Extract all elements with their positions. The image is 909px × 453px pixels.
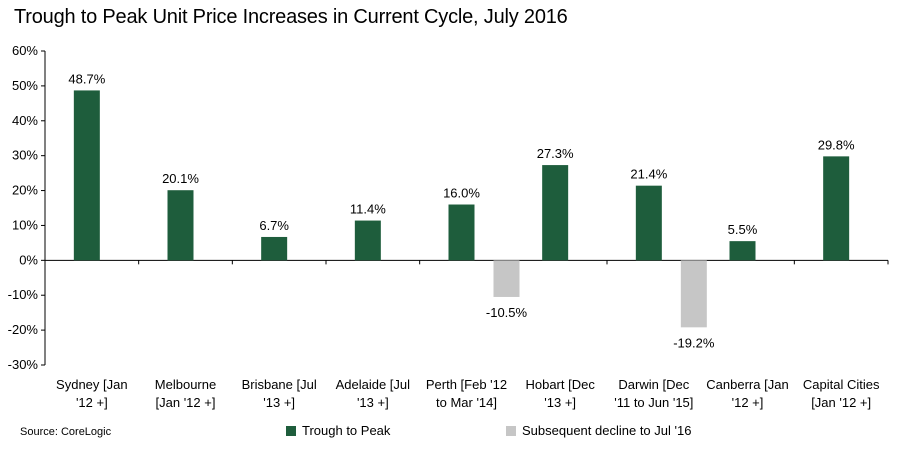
legend-label-subsequent-decline: Subsequent decline to Jul '16	[522, 423, 692, 438]
bar-trough-to-peak	[354, 220, 381, 261]
x-tick-label: '11 to Jun '15]	[614, 395, 693, 410]
x-tick-label: [Jan '12 +]	[156, 395, 216, 410]
x-tick-label: '13 +]	[263, 395, 295, 410]
x-tick-label: '13 +]	[357, 395, 389, 410]
x-tick-label: Brisbane [Jul	[242, 377, 317, 392]
x-tick-label: '12 +]	[76, 395, 108, 410]
y-tick-label: 20%	[12, 183, 38, 198]
data-label-subsequent-decline: -10.5%	[486, 305, 528, 320]
x-tick-label: Darwin [Dec	[618, 377, 689, 392]
data-label-trough-to-peak: 11.4%	[350, 202, 386, 217]
y-tick-label: 30%	[12, 148, 38, 163]
bar-trough-to-peak	[729, 241, 756, 261]
bar-trough-to-peak	[542, 165, 569, 261]
y-tick-labels: 60% 50% 40% 30% 20% 10% 0% -10% -20% -30%	[8, 43, 39, 372]
bar-trough-to-peak	[261, 236, 288, 261]
x-tick-label: Canberra [Jan	[706, 377, 788, 392]
data-label-trough-to-peak: 6.7%	[259, 218, 289, 233]
data-label-trough-to-peak: 27.3%	[537, 146, 574, 161]
chart-title: Trough to Peak Unit Price Increases in C…	[14, 6, 568, 28]
legend-swatch-subsequent-decline	[506, 425, 516, 436]
bar-subsequent-decline	[493, 260, 520, 297]
data-label-trough-to-peak: 29.8%	[818, 137, 855, 152]
y-tick-label: 0%	[19, 252, 38, 267]
bar-subsequent-decline	[680, 260, 707, 328]
x-tick-labels: Sydney [Jan '12 +] Melbourne [Jan '12 +] Bri…	[56, 377, 880, 410]
bar-trough-to-peak	[635, 185, 662, 261]
data-label-subsequent-decline: -19.2%	[673, 335, 715, 350]
x-tick-label: Perth [Feb '12	[426, 377, 507, 392]
x-tick-label: '13 +]	[544, 395, 576, 410]
x-tick-label: to Mar '14]	[436, 395, 497, 410]
x-tick-label: Sydney [Jan	[56, 377, 128, 392]
y-tick-label: -30%	[8, 357, 39, 372]
bar-trough-to-peak	[167, 190, 194, 261]
data-label-trough-to-peak: 16.0%	[443, 186, 480, 201]
bar-trough-to-peak	[448, 204, 475, 261]
data-label-trough-to-peak: 5.5%	[728, 222, 758, 237]
y-tick-label: 50%	[12, 78, 38, 93]
legend-label-trough-to-peak: Trough to Peak	[302, 423, 391, 438]
x-tick-label: '12 +]	[732, 395, 764, 410]
data-label-trough-to-peak: 20.1%	[162, 171, 199, 186]
y-tick-label: -10%	[8, 287, 39, 302]
y-tick-label: 40%	[12, 113, 38, 128]
bars	[73, 90, 850, 328]
source-note: Source: CoreLogic	[20, 426, 112, 438]
data-labels: 48.7% 20.1% 6.7% 11.4% 16.0% -10.5% 27.3% 21.4%…	[68, 71, 855, 350]
bar-trough-to-peak	[73, 90, 100, 261]
bar-trough-to-peak	[823, 156, 850, 261]
y-tick-label: -20%	[8, 322, 39, 337]
y-tick-label: 10%	[12, 217, 38, 232]
y-tick-label: 60%	[12, 43, 38, 58]
x-tick-label: Hobart [Dec	[525, 377, 595, 392]
legend-item-trough-to-peak: Trough to Peak	[286, 423, 390, 438]
x-tick-label: [Jan '12 +]	[811, 395, 871, 410]
legend-item-subsequent-decline: Subsequent decline to Jul '16	[506, 423, 691, 438]
x-tick-label: Adelaide [Jul	[336, 377, 411, 392]
legend-swatch-trough-to-peak	[286, 425, 296, 436]
data-label-trough-to-peak: 21.4%	[630, 167, 667, 182]
data-label-trough-to-peak: 48.7%	[68, 71, 105, 86]
x-tick-label: Melbourne	[155, 377, 216, 392]
x-tick-label: Capital Cities	[803, 377, 880, 392]
